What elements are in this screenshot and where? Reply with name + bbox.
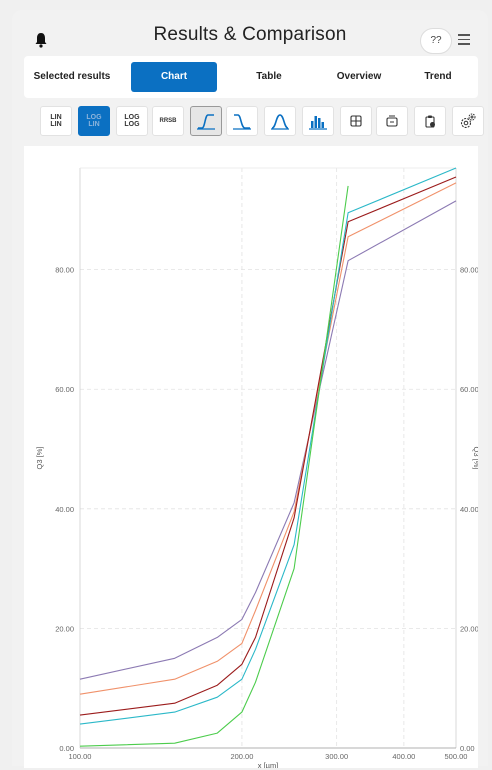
y-tick-label-right: 0.00 <box>460 744 475 753</box>
density-curve-icon <box>271 114 289 130</box>
tab-table[interactable]: Table <box>256 71 282 82</box>
bell-icon[interactable] <box>34 32 48 48</box>
inverse-cumulative-button[interactable] <box>226 106 258 136</box>
tab-trend[interactable]: Trend <box>424 71 452 82</box>
grid-layout-button[interactable] <box>340 106 372 136</box>
inverse-cumulative-icon <box>233 114 251 130</box>
y-tick-label: 60.00 <box>55 385 74 394</box>
tab-chart[interactable]: Chart <box>131 62 217 92</box>
grid-layout-icon <box>350 115 362 127</box>
x-tick-label: 500.00 <box>445 752 468 761</box>
app-window: Results & Comparison ?? Selected results… <box>12 10 488 770</box>
log-log-label-top: LOG <box>124 114 140 121</box>
y-tick-label-right: 80.00 <box>460 266 478 275</box>
help-button[interactable]: ?? <box>420 28 452 54</box>
histogram-icon <box>309 116 327 130</box>
series-line-3 <box>79 176 457 716</box>
series-line-4 <box>79 167 457 725</box>
log-log-button[interactable]: LOG LOG <box>116 106 148 136</box>
log-log-label-bottom: LOG <box>124 121 140 128</box>
rrsb-label: RRSB <box>159 117 177 124</box>
clipboard-button[interactable] <box>414 106 446 136</box>
log-lin-label-top: LOG <box>86 114 102 121</box>
settings-button[interactable] <box>452 106 484 136</box>
y-axis-label: Q3 [%] <box>35 447 44 470</box>
x-tick-label: 100.00 <box>69 752 92 761</box>
line-chart[interactable]: 0.00 0.00 20.00 20.00 40.00 40.00 60.00 60.00 80… <box>24 146 481 770</box>
settings-icon <box>460 113 476 129</box>
log-lin-label-bottom: LIN <box>88 121 100 128</box>
x-tick-label: 200.00 <box>230 752 253 761</box>
series-line-5 <box>79 185 349 747</box>
log-lin-button[interactable]: LOG LIN <box>78 106 110 136</box>
header: Results & Comparison ?? <box>12 10 488 60</box>
align-icon <box>386 115 398 127</box>
series-line-2 <box>79 182 457 695</box>
x-tick-label: 300.00 <box>325 752 348 761</box>
menu-icon[interactable] <box>458 34 470 46</box>
y-tick-label-right: 60.00 <box>460 385 478 394</box>
y-tick-label: 80.00 <box>55 266 74 275</box>
tab-selected-results[interactable]: Selected results <box>33 71 111 82</box>
y-tick-label: 20.00 <box>55 624 74 633</box>
y-tick-label-right: 20.00 <box>460 624 478 633</box>
y-tick-label: 0.00 <box>59 744 74 753</box>
x-axis-label: x [µm] <box>258 761 279 768</box>
lin-lin-label-top: LIN <box>50 114 62 121</box>
clipboard-icon <box>425 115 435 128</box>
align-button[interactable] <box>376 106 408 136</box>
tab-overview[interactable]: Overview <box>336 71 382 82</box>
histogram-button[interactable] <box>302 106 334 136</box>
y-tick-label: 40.00 <box>55 505 74 514</box>
rrsb-button[interactable]: RRSB <box>152 106 184 136</box>
chart-panel: 0.00 0.00 20.00 20.00 40.00 40.00 60.00 60.00 80… <box>24 146 481 770</box>
series-line-1 <box>79 200 457 680</box>
lin-lin-button[interactable]: LIN LIN <box>40 106 72 136</box>
y-tick-label-right: 40.00 <box>460 505 478 514</box>
chart-toolbar: LIN LIN LOG LIN LOG LOG RRSB <box>12 106 488 138</box>
x-tick-label: 400.00 <box>392 752 415 761</box>
density-curve-button[interactable] <box>264 106 296 136</box>
cumulative-curve-icon <box>197 114 215 130</box>
tab-bar: Selected results Chart Table Overview Tr… <box>24 56 478 98</box>
y-axis-label-right: Q3 [%] <box>472 447 478 470</box>
cumulative-curve-button[interactable] <box>190 106 222 136</box>
page-title: Results & Comparison <box>153 24 347 45</box>
lin-lin-label-bottom: LIN <box>50 121 62 128</box>
